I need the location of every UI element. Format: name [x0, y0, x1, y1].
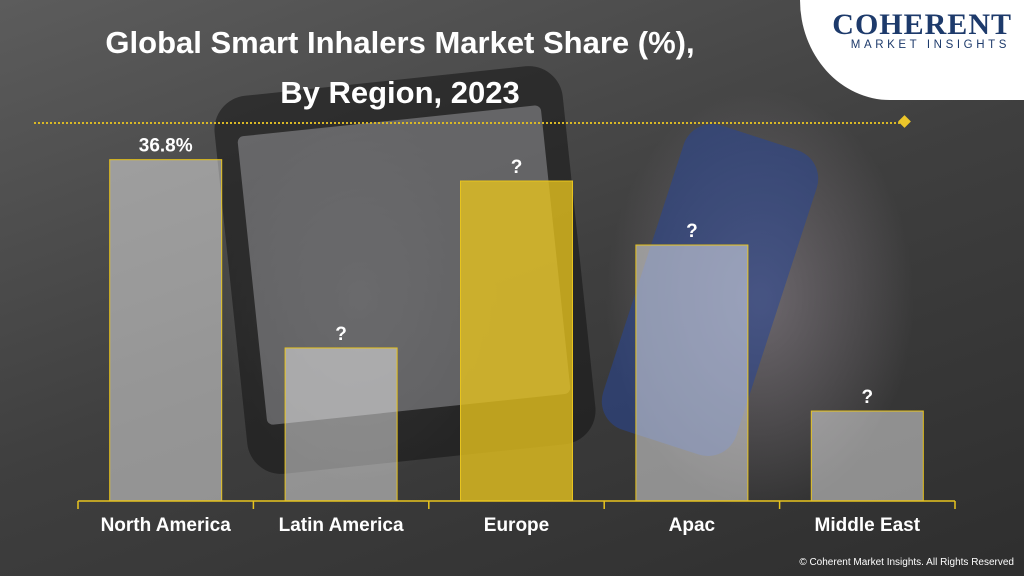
x-tick-label: North America	[101, 515, 232, 536]
data-label: ?	[686, 221, 698, 242]
data-label: ?	[861, 387, 873, 408]
bar-apac	[635, 244, 749, 502]
x-tick-label: Latin America	[279, 515, 404, 536]
bar-north-america	[109, 159, 223, 502]
data-label: ?	[511, 157, 523, 178]
copyright-notice: © Coherent Market Insights. All Rights R…	[799, 557, 1014, 568]
bar-latin-america	[284, 347, 398, 502]
logo-tagline: MARKET INSIGHTS	[850, 39, 1010, 51]
chart-title: Global Smart Inhalers Market Share (%), …	[30, 18, 770, 118]
data-label: 36.8%	[139, 136, 193, 157]
data-label: ?	[335, 324, 347, 345]
x-tick-label: Middle East	[815, 515, 921, 536]
chart-title-line-2: By Region, 2023	[280, 75, 520, 110]
x-tick-label: Apac	[669, 515, 716, 536]
bar-europe	[460, 180, 573, 502]
x-tick-label: Europe	[484, 515, 549, 536]
chart-title-line-1: Global Smart Inhalers Market Share (%),	[105, 25, 695, 60]
logo-wordmark: COHERENT	[832, 8, 1012, 41]
bar-middle-east	[810, 410, 924, 502]
title-divider	[34, 122, 900, 124]
